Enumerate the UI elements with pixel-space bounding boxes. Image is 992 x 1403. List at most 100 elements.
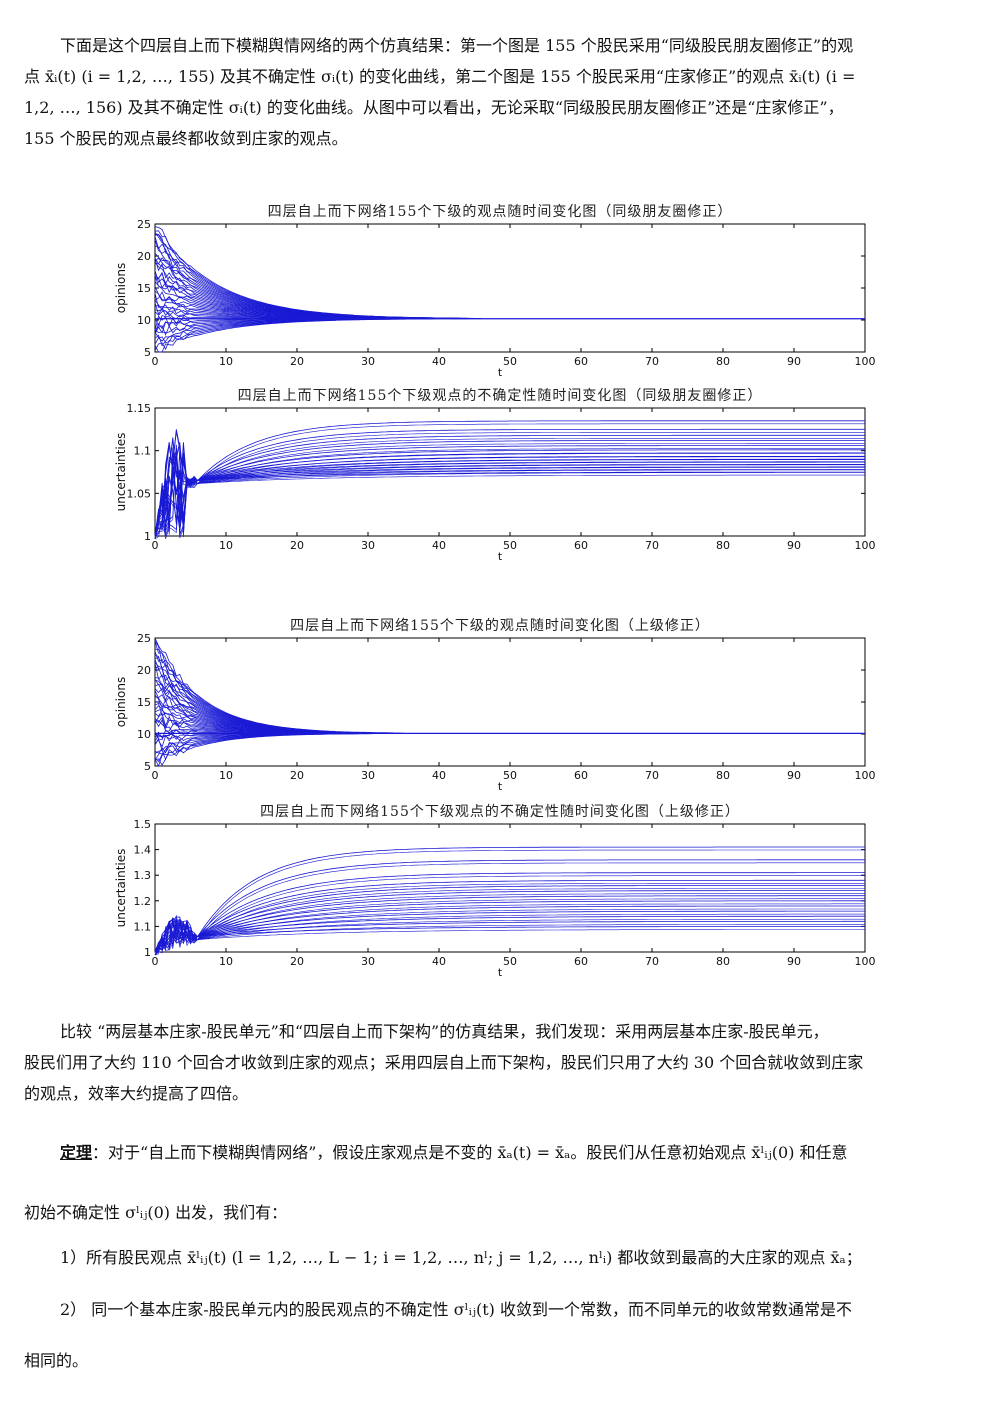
theorem-item-2-text: 2） 同一个基本庄家-股民单元内的股民观点的不确定性 σˡᵢⱼ(t) 收敛到一个… (60, 1300, 853, 1319)
uncertainty-series-line (154, 449, 865, 537)
x-tick-label: 30 (361, 955, 375, 968)
x-tick-label: 20 (290, 955, 304, 968)
y-tick-label: 15 (137, 696, 151, 709)
uncertainty-series-line (154, 885, 865, 953)
intro-line-1: 下面是这个四层自上而下模糊舆情网络的两个仿真结果：第一个图是 155 个股民采用… (60, 36, 854, 55)
uncertainty-series-line (154, 420, 865, 537)
compare-line-2: 股民们用了大约 110 个回合才收敛到庄家的观点；采用四层自上而下架构，股民们只… (24, 1053, 864, 1072)
x-tick-label: 70 (645, 769, 659, 782)
intro-line-3: 1,2, …, 156) 及其不确定性 σᵢ(t) 的变化曲线。从图中可以看出，… (24, 98, 844, 117)
opinion-series-line (154, 236, 450, 319)
x-tick-label: 10 (219, 769, 233, 782)
uncertainty-series-line (154, 890, 865, 953)
x-tick-label: 60 (574, 769, 588, 782)
uncertainty-series-line (154, 472, 865, 540)
x-tick-label: 30 (361, 355, 375, 368)
opinion-series-line (154, 637, 315, 731)
chart-title: 四层自上而下网络155个下级观点的不确定性随时间变化图（上级修正） (260, 804, 740, 820)
chart-title: 四层自上而下网络155个下级观点的不确定性随时间变化图（同级朋友圈修正） (238, 388, 763, 404)
uncertainty-series-line (154, 449, 865, 537)
uncertainty-series-line (154, 471, 865, 537)
uncertainty-series-line (154, 893, 865, 956)
chart-title: 四层自上而下网络155个下级的观点随时间变化图（上级修正） (290, 618, 710, 634)
y-tick-label: 1.15 (127, 402, 152, 415)
y-tick-label: 1.2 (134, 895, 152, 908)
x-tick-label: 80 (716, 539, 730, 552)
uncertainty-series-line (154, 900, 865, 953)
y-tick-label: 10 (137, 728, 151, 741)
y-tick-label: 1.05 (127, 487, 152, 500)
theorem-item-1-text: 1）所有股民观点 x̄ˡᵢⱼ(t) (l = 1,2, …, L − 1; i … (60, 1248, 862, 1267)
series-group (154, 637, 865, 768)
x-tick-label: 50 (503, 769, 517, 782)
uncertainty-series-line (154, 888, 865, 956)
uncertainty-series-line (154, 859, 865, 953)
theorem-line-2: 初始不确定性 σˡᵢⱼ(0) 出发，我们有： (24, 1203, 288, 1222)
x-tick-label: 60 (574, 955, 588, 968)
theorem-label: 定理 (60, 1143, 93, 1162)
y-tick-label: 25 (137, 632, 151, 645)
series-group (154, 226, 865, 353)
uncertainty-series-line (154, 846, 865, 953)
y-tick-label: 1.1 (134, 445, 152, 458)
y-tick-label: 1 (144, 946, 151, 959)
x-tick-label: 80 (716, 769, 730, 782)
x-tick-label: 80 (716, 355, 730, 368)
uncertainty-series-line (154, 453, 865, 537)
uncertainty-series-line (154, 437, 865, 540)
uncertainty-series-line (154, 883, 865, 956)
series-group (154, 420, 865, 540)
plot-frame (154, 223, 866, 353)
uncertainty-series-line (154, 469, 865, 537)
x-tick-label: 50 (503, 355, 517, 368)
x-tick-label: 10 (219, 955, 233, 968)
opinion-series-line (154, 659, 340, 733)
uncertainty-series-line (154, 440, 865, 540)
uncertainty-series-line (154, 441, 865, 537)
theorem-item-2-text-cont: 相同的。 (24, 1351, 89, 1370)
x-tick-label: 10 (219, 355, 233, 368)
y-tick-label: 20 (137, 250, 151, 263)
x-tick-label: 100 (855, 355, 876, 368)
intro-line-2: 点 x̄ᵢ(t) (i = 1,2, …, 155) 及其不确定性 σᵢ(t) … (24, 67, 856, 86)
uncertainty-series-line (154, 862, 865, 956)
theorem-line-1: ：对于“自上而下模糊舆情网络”，假设庄家观点是不变的 x̄ₐ(t) = x̄ₐ。… (92, 1143, 848, 1162)
y-axis-label: opinions (114, 263, 128, 313)
plot-frame (154, 637, 866, 767)
x-tick-label: 40 (432, 539, 446, 552)
uncertainty-series-line (154, 910, 865, 953)
x-tick-label: 90 (787, 355, 801, 368)
x-tick-label: 90 (787, 769, 801, 782)
compare-paragraph: 比较 “两层基本庄家-股民单元”和“四层自上而下架构”的仿真结果，我们发现：采用… (24, 1016, 970, 1109)
y-tick-label: 1.5 (134, 818, 152, 831)
uncertainty-series-line (154, 895, 865, 953)
x-axis-label: t (498, 366, 503, 379)
x-axis-label: t (498, 966, 503, 979)
x-tick-label: 40 (432, 769, 446, 782)
x-tick-label: 70 (645, 355, 659, 368)
x-tick-label: 90 (787, 955, 801, 968)
x-tick-label: 0 (152, 355, 159, 368)
chart-opinions-peer: 四层自上而下网络155个下级的观点随时间变化图（同级朋友圈修正） 0 10 20 30 4… (114, 204, 876, 379)
series-group (154, 846, 866, 956)
x-tick-label: 100 (855, 955, 876, 968)
x-tick-label: 70 (645, 955, 659, 968)
x-tick-label: 20 (290, 355, 304, 368)
figure-2-uncertainty-peer: 四层自上而下网络155个下级观点的不确定性随时间变化图（同级朋友圈修正） 0 10 2… (110, 384, 880, 564)
y-tick-label: 1.3 (134, 869, 152, 882)
theorem-item-2-continued: 相同的。 (24, 1345, 970, 1376)
x-tick-label: 70 (645, 539, 659, 552)
uncertainty-series-line (154, 432, 865, 540)
uncertainty-series-line (154, 849, 865, 956)
x-tick-label: 50 (503, 539, 517, 552)
uncertainty-series-line (154, 446, 865, 540)
chart-title: 四层自上而下网络155个下级的观点随时间变化图（同级朋友圈修正） (268, 204, 733, 220)
uncertainty-series-line (154, 917, 865, 953)
intro-paragraph: 下面是这个四层自上而下模糊舆情网络的两个仿真结果：第一个图是 155 个股民采用… (24, 30, 970, 154)
x-tick-label: 30 (361, 539, 375, 552)
uncertainty-series-line (154, 879, 865, 953)
uncertainty-series-line (154, 423, 865, 540)
theorem-item-2: 2） 同一个基本庄家-股民单元内的股民观点的不确定性 σˡᵢⱼ(t) 收敛到一个… (60, 1294, 970, 1325)
x-tick-label: 0 (152, 955, 159, 968)
uncertainty-series-line (154, 431, 865, 540)
